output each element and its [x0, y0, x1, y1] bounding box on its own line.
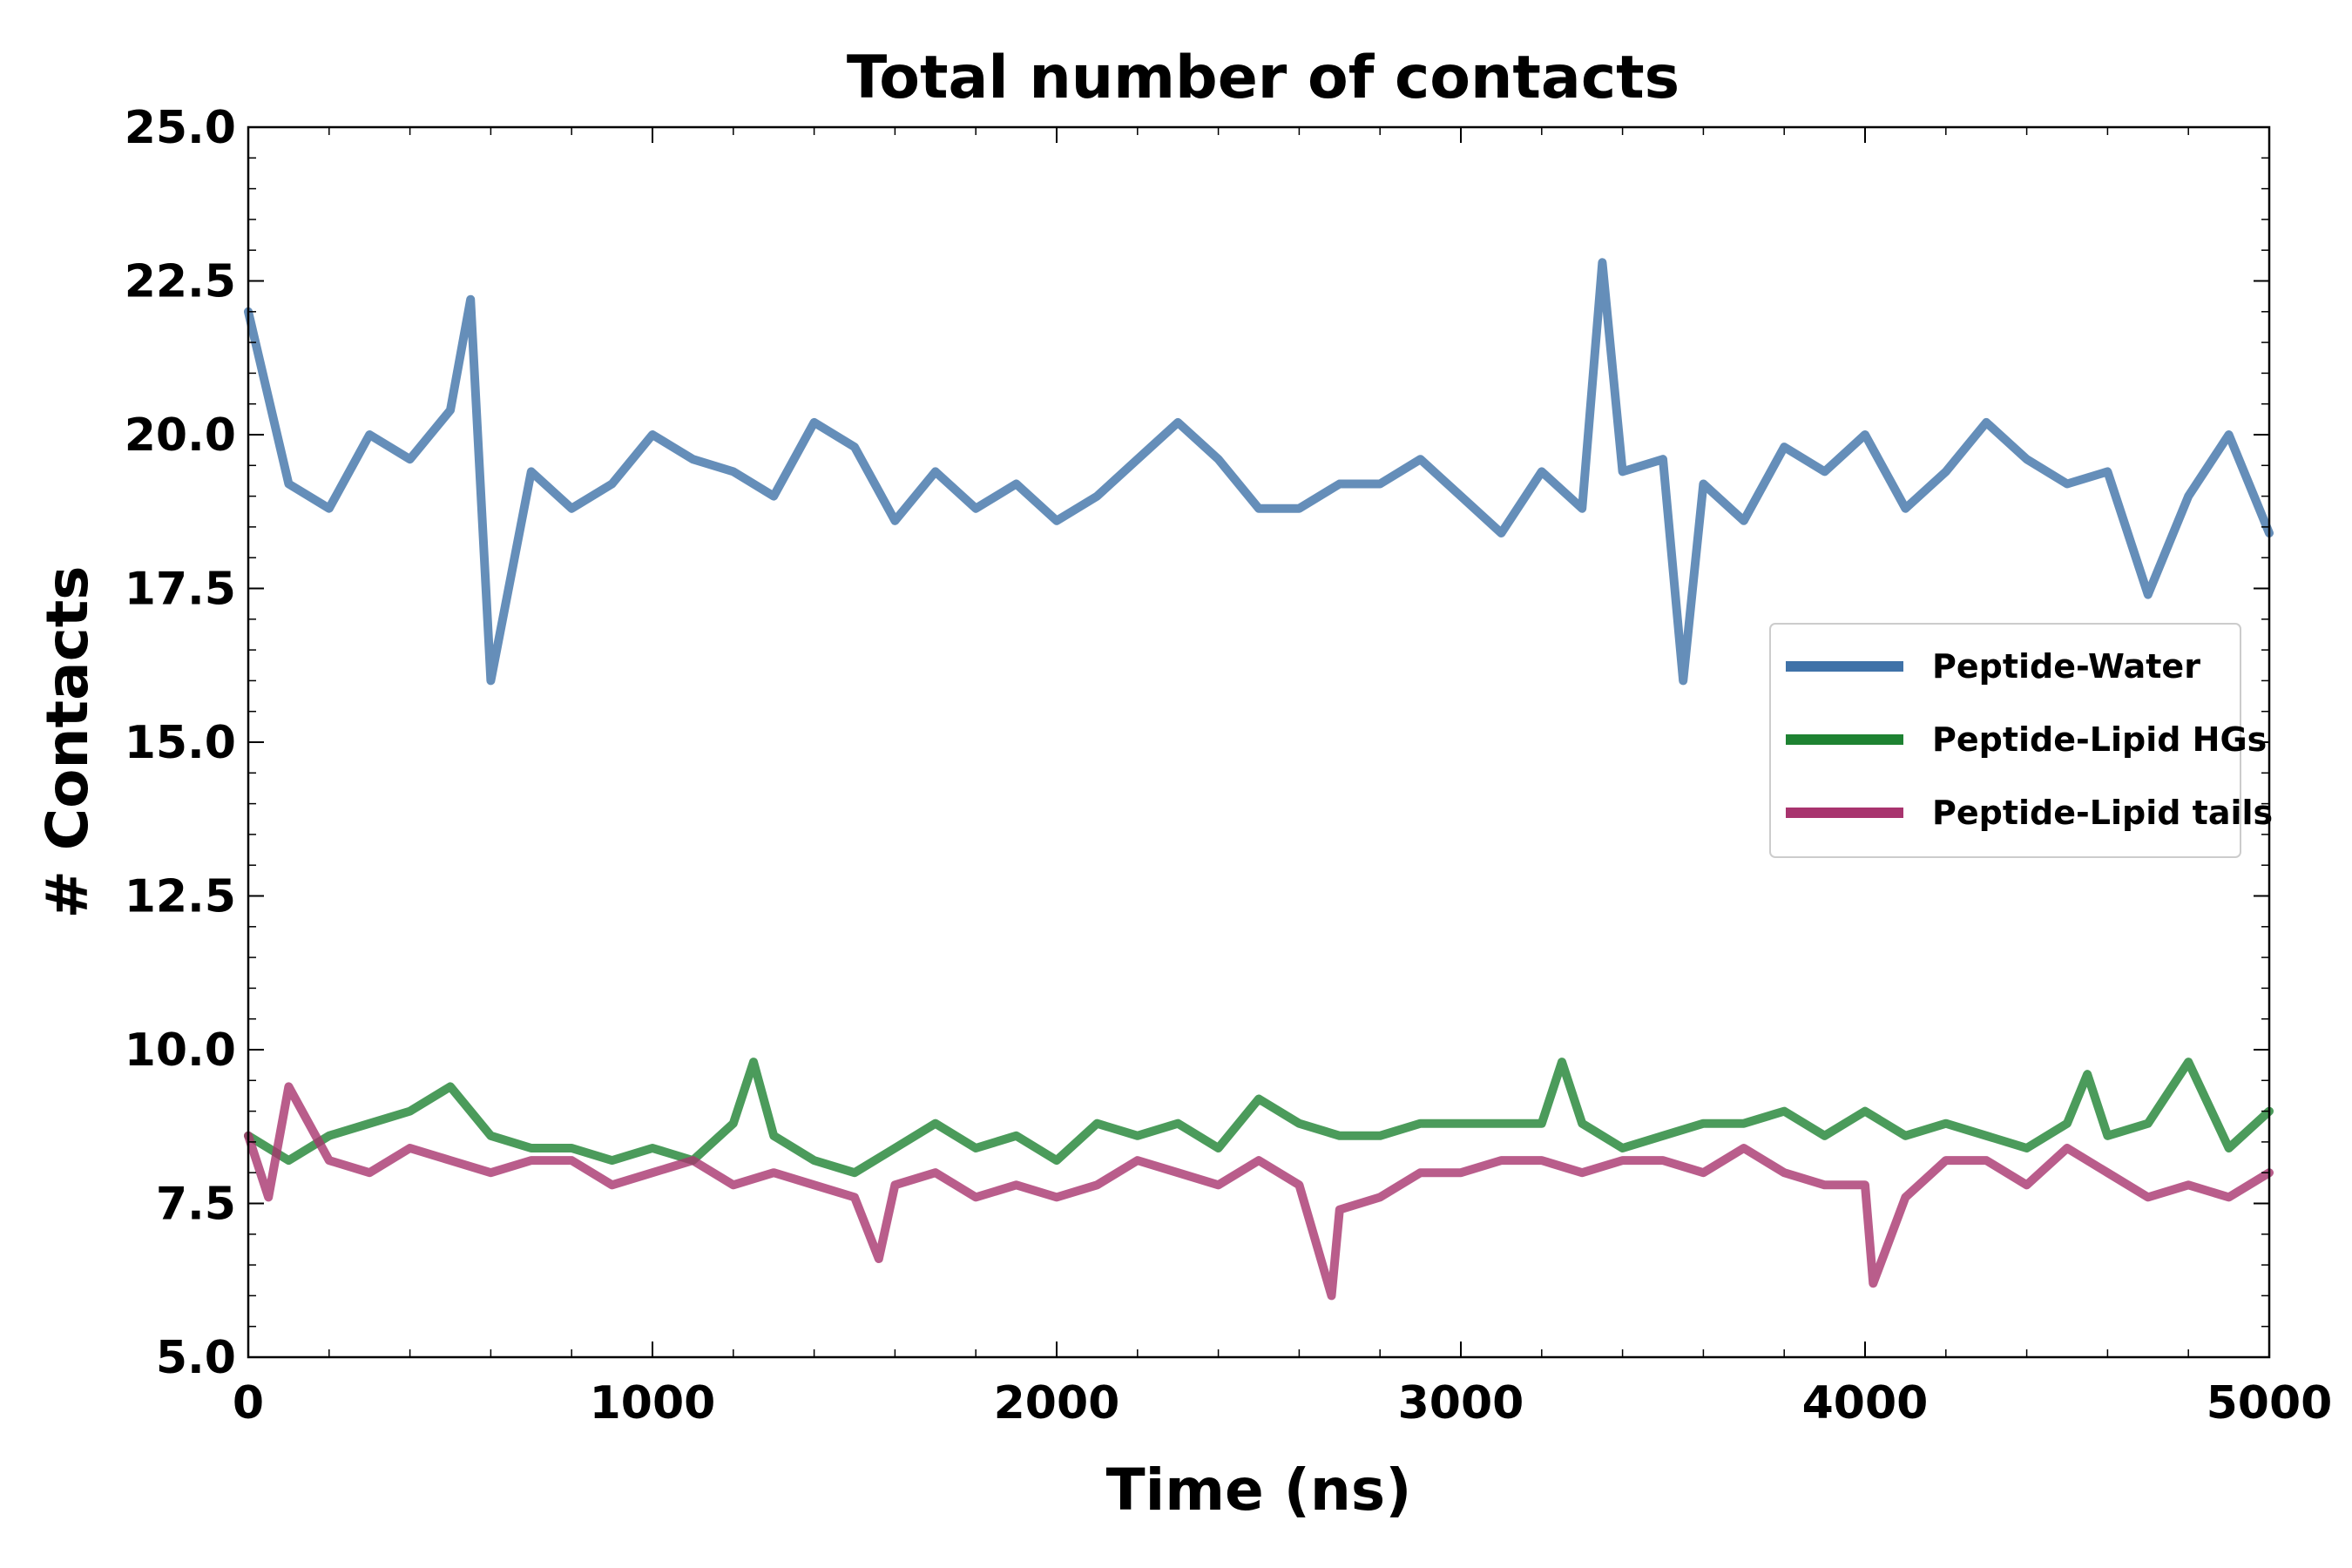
series-line-0: [244, 258, 2274, 686]
series-group: [244, 258, 2274, 1301]
y-tick-label: 22.5: [125, 256, 236, 308]
legend-frame: [1769, 623, 2241, 858]
x-axis-label: Time (ns): [1106, 1456, 1412, 1524]
y-tick-label: 10.0: [125, 1024, 236, 1077]
x-tick-label: 1000: [590, 1377, 716, 1429]
y-tick-label: 7.5: [156, 1179, 236, 1231]
legend-label-1: Peptide-Lipid HGs: [1932, 720, 2267, 759]
series-line-1: [244, 1058, 2274, 1178]
legend-label-2: Peptide-Lipid tails: [1932, 794, 2273, 832]
x-tick-label: 4000: [1802, 1377, 1929, 1429]
y-axis-label: # Contacts: [34, 565, 101, 918]
y-tick-label: 15.0: [125, 717, 236, 769]
series-line-2: [244, 1082, 2274, 1301]
y-tick-label: 17.5: [125, 564, 236, 616]
y-tick-label: 20.0: [125, 409, 236, 462]
plot-frame: [247, 125, 2271, 1359]
legend-label-0: Peptide-Water: [1932, 647, 2200, 686]
chart-title: Total number of contacts: [847, 44, 1680, 112]
x-tick-label: 5000: [2207, 1377, 2333, 1429]
x-tick-label: 3000: [1398, 1377, 1524, 1429]
x-tick-label: 0: [233, 1377, 264, 1429]
legend: Peptide-Water Peptide-Lipid HGs Peptide-Li…: [1769, 623, 2273, 858]
y-tick-label: 12.5: [125, 871, 236, 923]
y-tick-label: 5.0: [156, 1332, 236, 1384]
ticks-group: 0 1000 2000 3000 4000 5000 5.0 7.5 10.0 12.5 15.0 1…: [125, 102, 2333, 1429]
x-tick-label: 2000: [994, 1377, 1120, 1429]
y-tick-label: 25.0: [125, 102, 236, 154]
